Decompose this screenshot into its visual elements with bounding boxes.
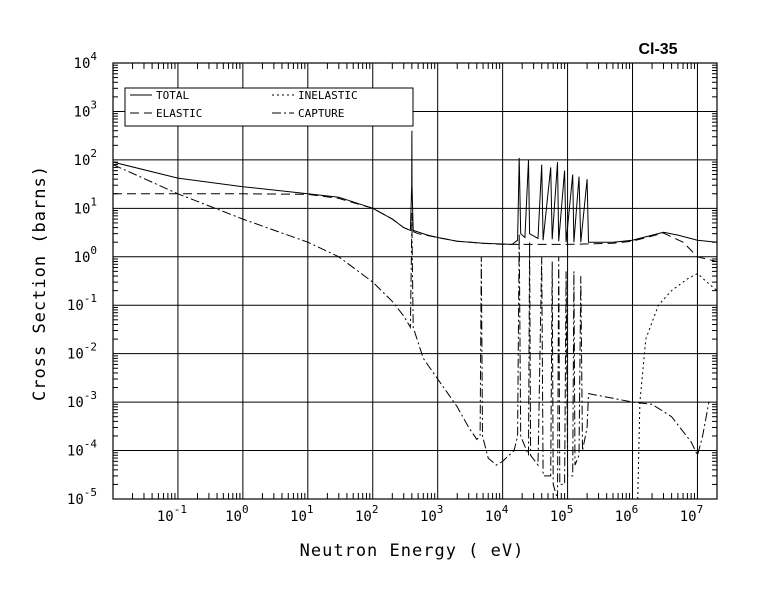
legend-label-capture: CAPTURE <box>298 107 344 120</box>
series-inelastic <box>637 272 717 499</box>
x-axis-label: Neutron Energy ( eV) <box>300 541 525 561</box>
legend-label-inelastic: INELASTIC <box>298 89 358 102</box>
x-tick-label: 106 <box>615 503 638 525</box>
y-tick-label: 10-5 <box>67 486 97 508</box>
x-tick-label: 107 <box>680 503 703 525</box>
x-tick-labels: 10-1 100 101 102 103 104 105 106 107 <box>157 503 703 525</box>
chart-title: Cl-35 <box>638 41 677 58</box>
y-tick-label: 100 <box>74 244 97 266</box>
series-capture <box>113 164 710 499</box>
x-tick-label: 104 <box>485 503 509 525</box>
series-total <box>113 130 717 245</box>
legend-label-elastic: ELASTIC <box>156 107 202 120</box>
grid <box>113 62 718 500</box>
x-tick-label: 103 <box>420 503 443 525</box>
y-tick-label: 10-3 <box>67 389 97 411</box>
series-elastic <box>113 193 717 262</box>
y-tick-label: 103 <box>74 98 97 120</box>
y-tick-label: 102 <box>74 147 97 169</box>
y-tick-label: 10-1 <box>67 292 97 314</box>
x-tick-label: 100 <box>225 503 248 525</box>
legend-box <box>124 87 414 127</box>
y-axis-label: Cross Section (barns) <box>30 165 50 401</box>
y-tick-label: 104 <box>74 50 98 72</box>
x-tick-label: 101 <box>290 503 313 525</box>
x-tick-label: 105 <box>550 503 573 525</box>
legend: TOTAL ELASTIC INELASTIC CAPTURE <box>124 87 414 127</box>
x-tick-label: 10-1 <box>157 503 187 525</box>
series-layer <box>113 130 717 499</box>
y-tick-labels: 10-5 10-4 10-3 10-2 10-1 100 101 102 103 104 <box>67 50 97 508</box>
y-tick-label: 10-4 <box>67 438 97 460</box>
legend-label-total: TOTAL <box>156 89 189 102</box>
y-tick-label: 101 <box>74 195 97 217</box>
y-tick-label: 10-2 <box>67 341 97 363</box>
plot-frame <box>112 62 718 500</box>
x-tick-label: 102 <box>355 503 378 525</box>
